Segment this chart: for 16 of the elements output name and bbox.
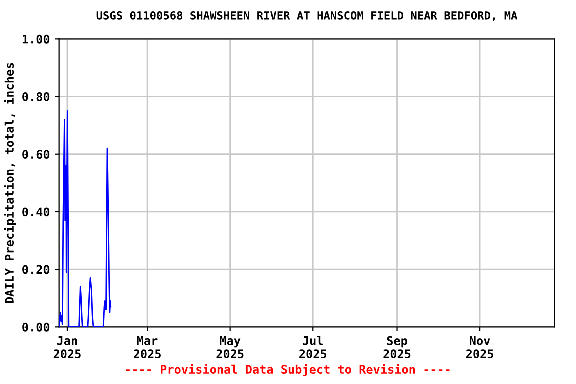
- y-axis-title: DAILY Precipitation, total, inches: [4, 63, 16, 304]
- x-tick-label: Sep 2025: [384, 336, 411, 359]
- x-tick-label: Jan 2025: [54, 336, 81, 359]
- chart-title: USGS 01100568 SHAWSHEEN RIVER AT HANSCOM FIELD NEAR BEDFORD, MA: [96, 11, 518, 22]
- y-tick-label: 0.80: [22, 92, 50, 102]
- x-tick-label: Nov 2025: [466, 336, 494, 359]
- x-tick-label: May 2025: [216, 336, 244, 359]
- line-series: [59, 110, 112, 328]
- y-tick-label: 1.00: [22, 34, 50, 44]
- y-tick-label: 0.00: [22, 322, 50, 332]
- y-tick-label: 0.40: [22, 208, 50, 217]
- x-tick-label: Mar 2025: [134, 336, 161, 359]
- y-tick-label: 0.60: [22, 150, 50, 160]
- x-tick-label: Jul 2025: [300, 336, 327, 359]
- text: ---- Provisional Data Subject to Revision ----: [126, 364, 450, 376]
- y-tick-label: 0.20: [22, 265, 50, 274]
